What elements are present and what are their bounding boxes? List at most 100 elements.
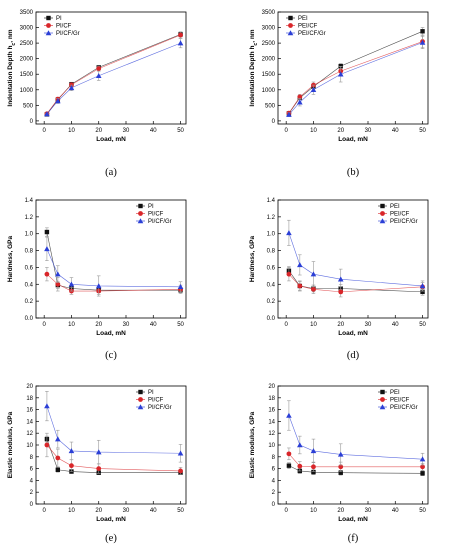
y-axis-label-main: Elastic modulus, GPa [249,411,256,478]
data-point [297,442,303,448]
y-tick-label: 3000 [262,26,276,32]
y-axis-label: Hardness, GPa [7,235,14,282]
legend-marker [379,404,386,410]
panel-caption: (b) [347,167,360,178]
y-tick-label: 14 [268,419,275,425]
legend-marker [46,15,51,21]
y-axis-label: Elastic modulus, GPa [249,411,256,478]
legend-label: PEI/CF/Gr [390,405,418,411]
data-point [44,442,50,448]
panel-caption: (e) [105,533,117,544]
x-tick-label: 50 [177,508,184,514]
x-tick-label: 0 [285,128,289,134]
y-axis-label: Hardness, GPa [249,235,256,282]
y-tick-label: 16 [268,408,275,414]
plot-frame [277,11,429,125]
chart-e: 0 10 20 30 40 50 0 2 4 6 8 10 12 14 16 18 20 Load, mN Elas… [7,384,187,544]
data-point [311,286,316,292]
y-tick-label: 14 [26,419,33,425]
x-axis-label: Load, mN [338,516,368,523]
series-pei-cf [286,267,425,298]
series-line [46,34,181,115]
series-line [46,273,181,292]
data-point [337,71,344,77]
y-axis-label: Indentation Depth hc, nm [249,29,259,106]
legend-marker [45,30,52,36]
series-pei-cf-gr [286,35,426,117]
series-pei-cf-gr [286,400,426,466]
legend-label: PI/CF [148,212,164,218]
series-line [288,415,423,460]
y-tick-label: 0 [30,119,34,125]
y-tick-label: 3000 [20,26,34,32]
x-tick-label: 10 [310,128,317,134]
x-tick-label: 40 [392,128,399,134]
data-point [55,281,61,287]
data-point [55,436,61,442]
data-point [420,471,425,476]
x-tick-label: 0 [285,508,289,514]
series-pi [44,227,183,294]
y-tick-label: 4 [272,478,276,484]
y-tick-label: 1500 [20,72,34,78]
data-point [44,111,50,117]
legend-label: PEI [298,16,308,22]
legend-marker [380,397,385,402]
x-tick-label: 40 [150,322,157,328]
y-tick-label: 1.4 [25,198,34,204]
y-tick-label: 8 [272,455,276,461]
data-point [338,470,343,475]
series-pi [44,31,183,117]
y-tick-label: 0.8 [25,249,34,255]
series-line [288,270,423,293]
x-tick-label: 10 [310,508,317,514]
data-point [55,455,61,461]
legend-label: PI/CF/Gr [56,31,80,37]
data-point [68,281,75,287]
legend-marker [287,30,294,36]
y-axis-label-subscript: c [11,43,17,46]
x-tick-label: 10 [68,322,75,328]
legend-marker [137,404,144,410]
y-tick-label: 0.4 [267,282,276,288]
y-axis-label-main: Hardness, GPa [7,235,14,282]
legend-marker [288,23,293,28]
chart-d: 0 10 20 30 40 50 0.0 0.2 0.4 0.6 0.8 1.0 1.2 1.4 Load,… [249,198,429,361]
y-tick-label: 18 [26,396,33,402]
data-point [338,289,344,295]
y-tick-label: 1.2 [25,215,34,221]
series-line [46,444,181,472]
data-point [286,451,292,457]
series-pei-cf [286,35,425,116]
data-point [338,464,344,470]
y-axis-label-subscript: c [253,43,259,46]
y-tick-label: 0.0 [267,316,276,322]
x-tick-label: 10 [310,322,317,328]
y-axis-label-main: Hardness, GPa [249,235,256,282]
y-tick-label: 0.4 [25,282,34,288]
legend-marker [137,218,144,224]
data-point [95,283,102,289]
y-tick-label: 0.6 [25,265,34,271]
panel-caption: (d) [347,350,360,361]
series-pi-cf [44,31,183,117]
x-tick-label: 0 [43,128,47,134]
legend-marker [138,389,143,395]
data-point [178,32,183,38]
y-tick-label: 0.0 [25,316,34,322]
data-point [178,468,183,474]
x-tick-label: 50 [419,508,426,514]
legend-marker [379,218,386,224]
y-tick-label: 500 [265,103,276,109]
y-tick-label: 12 [268,431,275,437]
y-tick-label: 3500 [20,10,34,16]
data-point [310,448,317,454]
x-tick-label: 30 [123,128,130,134]
x-tick-label: 10 [68,128,75,134]
data-point [297,94,303,100]
legend-label: PEI/CF [390,212,410,218]
